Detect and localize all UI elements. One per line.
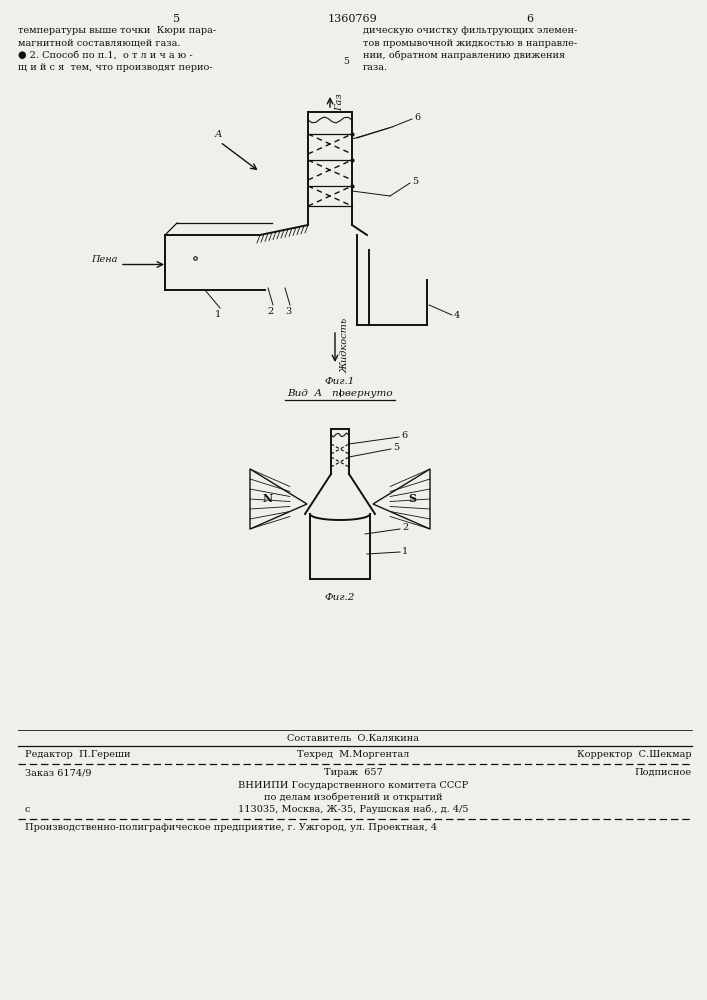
Text: Пена: Пена [91,254,118,263]
Text: Фиг.2: Фиг.2 [325,593,355,602]
Text: 1360769: 1360769 [328,14,378,24]
Text: 2: 2 [268,307,274,316]
Text: ВНИИПИ Государственного комитета СССР: ВНИИПИ Государственного комитета СССР [238,781,468,790]
Text: 113035, Москва, Ж-35, Раушская наб., д. 4/5: 113035, Москва, Ж-35, Раушская наб., д. … [238,805,468,814]
Text: Редактор  П.Гереши: Редактор П.Гереши [25,750,131,759]
Text: 6: 6 [401,432,407,440]
Text: 6: 6 [414,113,420,122]
Text: дическую очистку фильтрующих элемен-: дическую очистку фильтрующих элемен- [363,26,577,35]
Text: 2: 2 [402,524,408,532]
Text: тов промывочной жидкостью в направле-: тов промывочной жидкостью в направле- [363,38,577,47]
Text: Производственно-полиграфическое предприятие, г. Ужгород, ул. Проектная, 4: Производственно-полиграфическое предприя… [25,823,437,832]
Text: магнитной составляющей газа.: магнитной составляющей газа. [18,38,180,47]
Text: нии, обратном направлению движения: нии, обратном направлению движения [363,51,565,60]
Text: Составитель  О.Калякина: Составитель О.Калякина [287,734,419,743]
Text: 5: 5 [393,444,399,452]
Text: 5: 5 [173,14,180,24]
Text: 1: 1 [402,546,408,556]
Text: по делам изобретений и открытий: по делам изобретений и открытий [264,793,443,802]
Text: c: c [25,805,30,814]
Text: Фиг.1: Фиг.1 [325,377,355,386]
Text: газа.: газа. [363,64,388,73]
Text: 5: 5 [412,178,418,186]
Text: Подписное: Подписное [635,768,692,777]
Text: 5: 5 [343,57,349,66]
Text: S: S [408,493,416,504]
Text: А: А [215,130,223,139]
Text: Заказ 6174/9: Заказ 6174/9 [25,768,91,777]
Text: Тираж  657: Тираж 657 [324,768,382,777]
Text: 1: 1 [215,310,221,319]
Text: 4: 4 [454,312,460,320]
Text: Корректор  С.Шекмар: Корректор С.Шекмар [578,750,692,759]
Text: Жидкость: Жидкость [341,317,350,373]
Text: Техред  М.Моргентал: Техред М.Моргентал [297,750,409,759]
Text: температуры выше точки  Кюри пара-: температуры выше точки Кюри пара- [18,26,216,35]
Text: 3: 3 [285,307,291,316]
Text: Вид  А   повернуто: Вид А повернуто [287,389,392,398]
Text: N: N [263,493,273,504]
Text: щ и й с я  тем, что производят перио-: щ и й с я тем, что производят перио- [18,64,213,73]
Text: 6: 6 [527,14,534,24]
Text: Газ: Газ [335,93,344,111]
Text: ● 2. Способ по п.1,  о т л и ч а ю -: ● 2. Способ по п.1, о т л и ч а ю - [18,51,192,60]
